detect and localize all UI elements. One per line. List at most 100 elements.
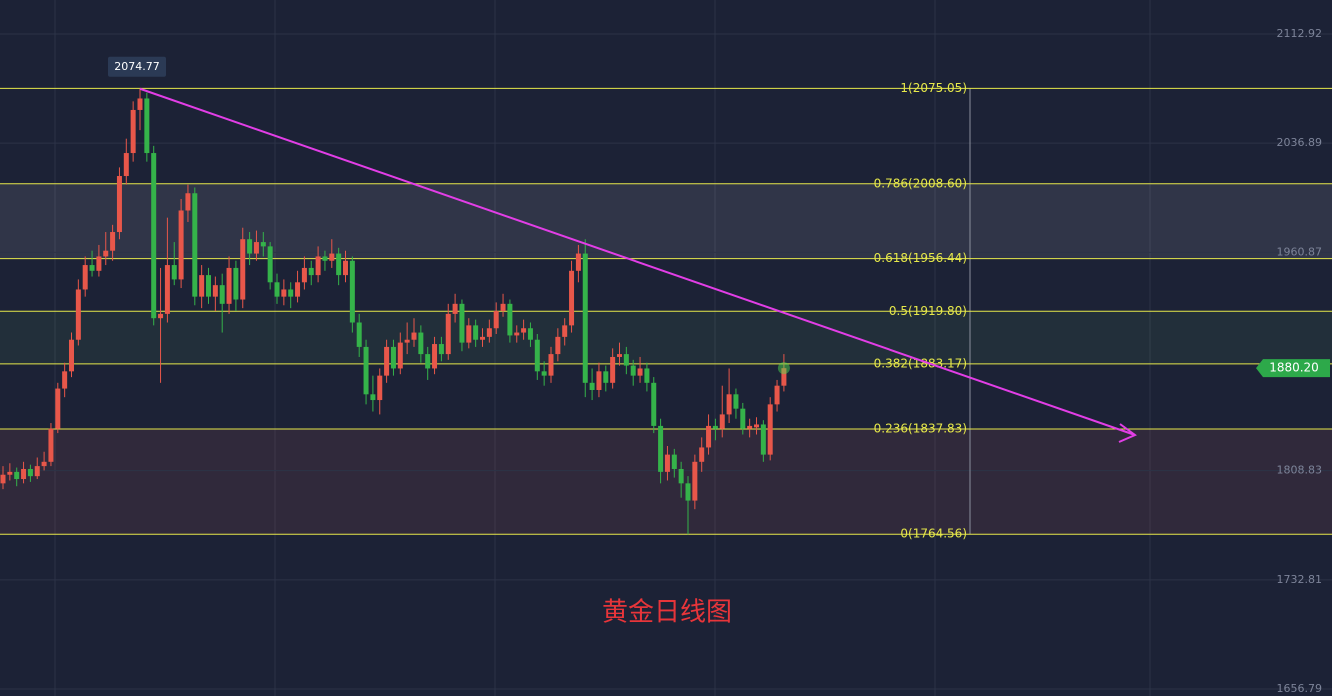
candle-body (534, 339, 540, 372)
candle-body (596, 371, 602, 390)
fib-label: 0.382(1883.17) (874, 356, 967, 370)
candle-body (274, 282, 280, 297)
y-tick-label: 2112.92 (1277, 27, 1323, 40)
y-tick-label: 1732.81 (1277, 573, 1323, 586)
candle-body (27, 468, 33, 477)
y-tick-label: 1808.83 (1277, 464, 1323, 477)
candle-body (288, 289, 294, 297)
fib-label: 0(1764.56) (900, 527, 967, 541)
candle-body (692, 461, 698, 501)
candle-body (233, 267, 239, 300)
candle-body (384, 346, 390, 376)
candle-body (144, 98, 150, 154)
candle-body (445, 313, 451, 355)
fib-label: 0.618(1956.44) (874, 251, 967, 265)
candle-body (548, 354, 554, 376)
last-price-glow (777, 362, 790, 375)
candle-body (171, 265, 177, 280)
candle-body (315, 256, 321, 276)
candle-body (733, 394, 739, 409)
candle-body (452, 303, 458, 314)
candle-body (267, 246, 273, 283)
last-price-label: 1880.20 (1269, 361, 1319, 375)
candle-body (514, 332, 520, 336)
candle-body (164, 265, 170, 314)
candle-body (569, 270, 575, 326)
candle-body (617, 354, 622, 357)
candle-body (226, 267, 232, 304)
candle-body (411, 332, 417, 340)
fib-label: 0.5(1919.80) (889, 304, 967, 318)
fib-zone (0, 183, 1332, 259)
candle-body (82, 265, 88, 290)
fib-label: 0.236(1837.83) (874, 422, 967, 436)
candle-body (281, 289, 287, 297)
candle-body (699, 447, 705, 462)
candle-body (603, 371, 609, 383)
candle-body (308, 267, 314, 276)
candle-body (21, 468, 27, 480)
candle-body (363, 346, 369, 395)
candle-body (322, 256, 328, 261)
candle-body (96, 256, 102, 271)
candle-body (637, 368, 643, 376)
candle-body (75, 289, 81, 340)
candle-body (260, 242, 266, 247)
candle-body (507, 303, 513, 336)
high-label: 2074.77 (114, 60, 160, 73)
candle-body (630, 365, 636, 376)
candle-body (781, 368, 787, 386)
candle-body (473, 325, 479, 340)
candle-body (425, 354, 431, 369)
candle-body (206, 275, 211, 297)
candle-body (69, 339, 74, 372)
candle-body (89, 265, 95, 271)
candle-body (719, 414, 725, 429)
candle-body (575, 253, 581, 271)
candle-body (555, 336, 561, 355)
trend-arrow (1118, 423, 1137, 443)
candle-body (754, 424, 759, 428)
candle-body (562, 325, 568, 337)
last-price-tag (1256, 359, 1330, 378)
candle-body (459, 303, 465, 343)
candle-body (41, 461, 47, 467)
high-tag (108, 56, 166, 77)
fib-label: 0.786(2008.60) (874, 176, 967, 190)
candle-body (116, 176, 122, 233)
candle-body (589, 382, 595, 390)
candle-body (521, 328, 527, 333)
candle-body (0, 474, 6, 484)
candle-body (178, 210, 184, 280)
candle-body (541, 371, 547, 376)
candle-body (767, 404, 773, 455)
main-layer: 2112.92 2036.89 1960.87 1808.83 1732.81 1656.… (0, 27, 1332, 695)
candle-body (685, 483, 691, 501)
candle-body (500, 303, 506, 312)
candle-body (370, 394, 376, 401)
candle-body (253, 242, 259, 254)
candle-body (493, 311, 499, 329)
candle-body (212, 285, 218, 297)
candle-body (664, 454, 670, 472)
candle-body (658, 425, 664, 472)
candle-body (726, 394, 732, 415)
candle-body (397, 342, 403, 369)
candle-body (48, 428, 54, 462)
candle-body (34, 466, 40, 477)
candle-body (706, 425, 712, 448)
candle-body (14, 471, 20, 480)
candle-body (644, 368, 650, 383)
candle-body (185, 193, 191, 211)
candle-body (774, 385, 780, 405)
candle-body (678, 468, 684, 484)
candle-body (247, 239, 253, 254)
candle-body (329, 253, 335, 261)
candle-body (582, 253, 588, 383)
candle-body (295, 282, 301, 297)
candle-body (623, 354, 629, 366)
candle-body (151, 153, 157, 319)
fib-zone (0, 429, 1332, 535)
fib-zone (0, 311, 1332, 364)
